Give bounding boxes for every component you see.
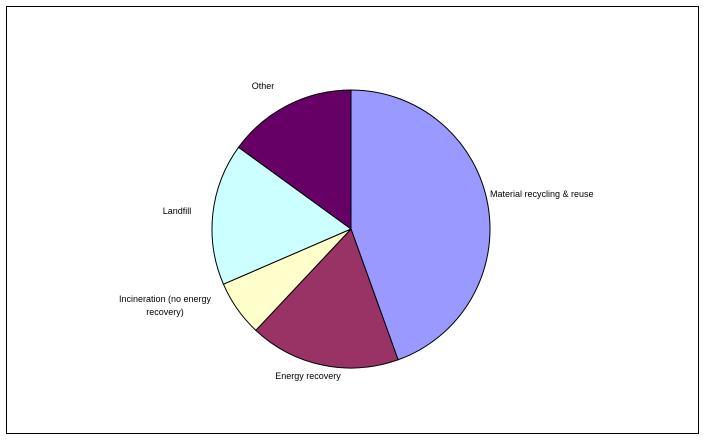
slice-label-energy-recovery: Energy recovery bbox=[275, 371, 341, 381]
slice-label-incineration-no-energy-recovery: Incineration (no energy recovery) bbox=[119, 294, 212, 317]
pie-slice-material-recycling-reuse bbox=[350, 89, 491, 361]
pie-slice-energy-recovery bbox=[255, 228, 399, 369]
pie-slice-landfill bbox=[211, 146, 353, 285]
slice-label-other: Other bbox=[252, 81, 275, 91]
slice-label-landfill: Landfill bbox=[163, 206, 192, 216]
slice-label-material-recycling-reuse: Material recycling & reuse bbox=[490, 189, 594, 199]
pie-slice-other bbox=[237, 89, 352, 230]
